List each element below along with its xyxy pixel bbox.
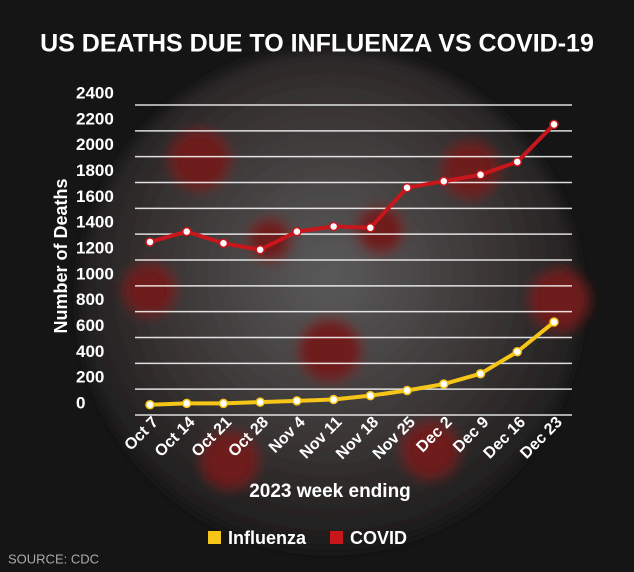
data-point — [145, 399, 155, 410]
data-point — [439, 379, 449, 389]
virus-spike — [202, 432, 258, 488]
series-line — [149, 320, 556, 407]
data-point — [181, 398, 192, 409]
x-axis-title: 2023 week ending — [249, 481, 411, 502]
data-point — [475, 368, 486, 379]
legend-label: COVID — [350, 528, 407, 548]
data-point — [292, 226, 302, 237]
data-point — [512, 347, 523, 357]
source-note: SOURCE: CDC — [8, 551, 99, 566]
data-point — [145, 237, 155, 247]
y-tick-label: 400 — [76, 342, 104, 361]
y-axis-title: Number of Deaths — [51, 178, 71, 333]
y-tick-label: 2200 — [76, 109, 114, 128]
data-point — [439, 176, 449, 186]
y-tick-label: 1600 — [76, 187, 114, 206]
data-point — [292, 396, 302, 406]
data-point — [402, 182, 412, 193]
data-point — [255, 244, 265, 255]
virus-backdrop — [80, 50, 590, 550]
legend-swatch — [330, 531, 343, 544]
data-point — [475, 170, 486, 180]
data-point — [549, 119, 559, 130]
virus-spike — [402, 422, 458, 478]
y-tick-label: 0 — [76, 393, 85, 412]
legend-label: Influenza — [228, 528, 307, 548]
chart-title: US DEATHS DUE TO INFLUENZA VS COVID-19 — [40, 30, 594, 58]
data-point — [549, 317, 559, 327]
virus-spike — [530, 270, 590, 330]
data-point — [218, 238, 229, 248]
legend: Influenza COVID — [208, 528, 407, 548]
data-point — [365, 390, 376, 401]
data-point — [402, 385, 412, 396]
series-line — [149, 123, 556, 252]
y-tick-label: 2000 — [76, 135, 114, 154]
virus-spike — [170, 130, 230, 190]
virus-spike — [248, 218, 292, 262]
legend-swatch — [208, 531, 221, 544]
data-point — [365, 223, 376, 233]
y-tick-label: 1400 — [76, 213, 114, 232]
y-tick-label: 1800 — [76, 161, 114, 180]
data-point — [328, 394, 339, 405]
y-tick-label: 2400 — [76, 83, 114, 102]
y-tick-label: 200 — [76, 368, 104, 387]
data-point — [181, 226, 192, 237]
y-tick-label: 600 — [76, 316, 104, 335]
data-point — [512, 157, 523, 167]
virus-spike — [298, 318, 362, 382]
data-point — [328, 221, 339, 232]
data-point — [255, 397, 265, 407]
virus-spike — [124, 264, 176, 316]
y-tick-label: 800 — [76, 290, 104, 309]
y-tick-label: 1000 — [76, 264, 114, 283]
virus-spike — [356, 206, 404, 254]
data-point — [218, 398, 229, 409]
y-tick-label: 1200 — [76, 238, 114, 257]
